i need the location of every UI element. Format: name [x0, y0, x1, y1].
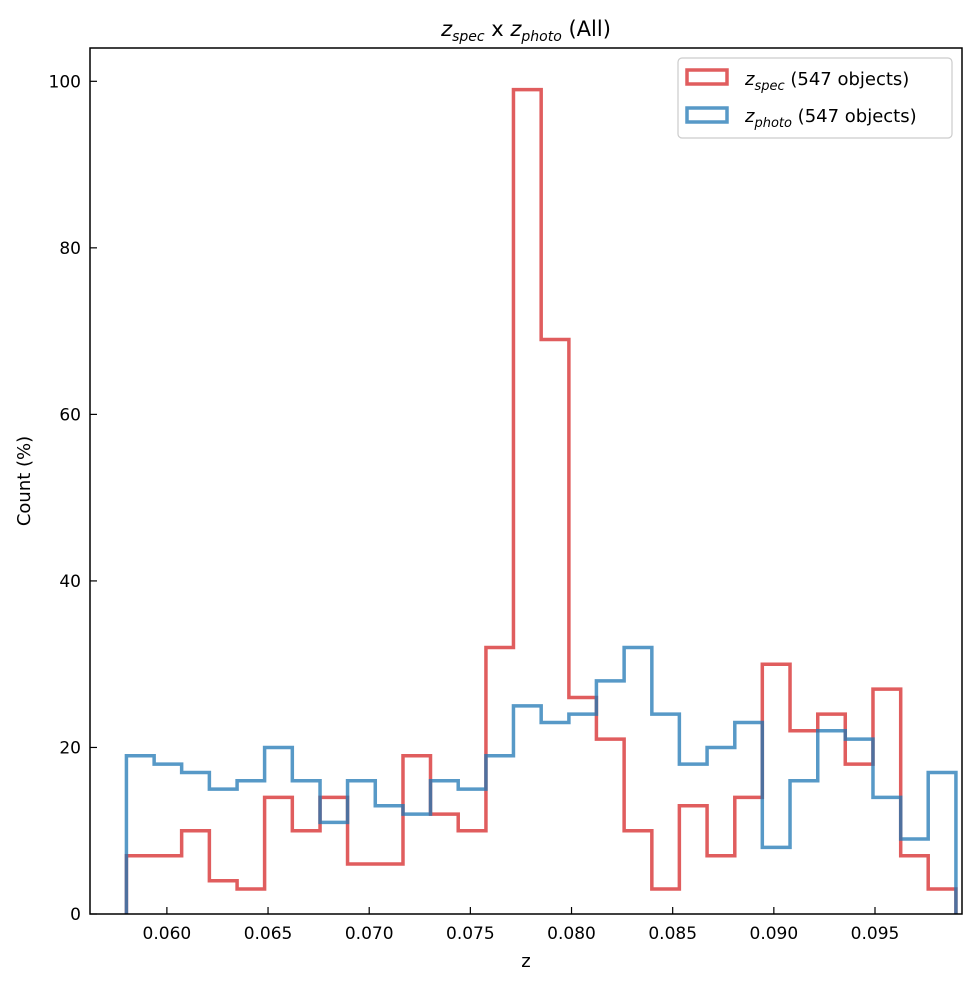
- chart-title: zspec x zphoto (All): [440, 17, 611, 45]
- y-tick-label: 20: [59, 738, 81, 758]
- histogram-series-photo: [124, 645, 958, 914]
- x-tick-label: 0.090: [750, 924, 799, 944]
- histogram-series-spec: [124, 87, 958, 914]
- y-tick-label: 0: [70, 905, 81, 925]
- series-layer: [124, 87, 958, 914]
- x-tick-label: 0.060: [143, 924, 192, 944]
- x-tick-label: 0.080: [547, 924, 596, 944]
- y-tick-label: 100: [49, 72, 81, 92]
- y-tick-label: 60: [59, 405, 81, 425]
- x-tick-label: 0.070: [345, 924, 394, 944]
- plot-frame: [89, 47, 963, 915]
- x-tick-label: 0.065: [244, 924, 293, 944]
- legend: zspec (547 objects) zphoto (547 objects): [677, 57, 953, 139]
- y-tick-label: 80: [59, 239, 81, 259]
- legend-frame: [677, 57, 953, 139]
- legend-label-photo: zphoto (547 objects): [744, 106, 917, 131]
- ticks-layer: 0.060 0.065 0.070 0.075 0.080 0.085 0.090 0.095…: [49, 72, 900, 944]
- y-axis-label: Count (%): [14, 436, 35, 526]
- legend-label-spec: zspec (547 objects): [744, 69, 909, 94]
- x-tick-label: 0.085: [648, 924, 697, 944]
- x-tick-label: 0.095: [851, 924, 900, 944]
- legend-swatch-photo: [685, 106, 729, 124]
- x-axis-label: z: [521, 951, 530, 972]
- x-tick-label: 0.075: [446, 924, 495, 944]
- legend-swatch-spec: [685, 68, 729, 86]
- y-tick-label: 40: [59, 572, 81, 592]
